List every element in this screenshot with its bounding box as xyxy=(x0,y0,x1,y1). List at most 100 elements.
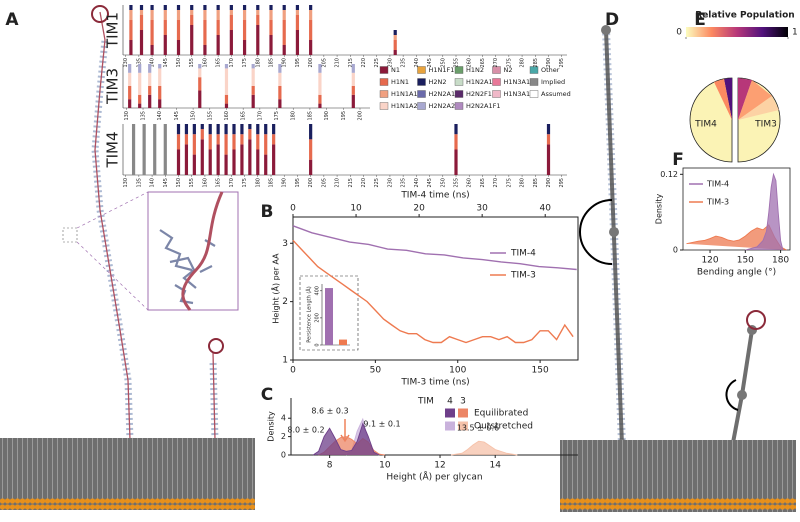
bar-segment xyxy=(128,86,132,100)
line-series xyxy=(292,239,574,344)
legend-title: TIM xyxy=(417,397,434,407)
bar-segment xyxy=(256,149,260,175)
bar-segment xyxy=(242,20,247,40)
bar-segment xyxy=(256,124,260,135)
legend-swatch xyxy=(379,102,389,110)
legend-swatch xyxy=(529,66,539,74)
x-tick-label: 130 xyxy=(123,178,129,188)
legend-label: Equilibrated xyxy=(474,409,528,419)
population-wedge xyxy=(738,80,772,120)
bar-segment xyxy=(546,144,551,175)
legend-swatch xyxy=(458,408,468,418)
bar-segment xyxy=(131,124,136,175)
bar-segment xyxy=(203,10,207,20)
bar-segment xyxy=(203,45,207,55)
x-tick-label: 235 xyxy=(401,178,407,188)
bar-segment xyxy=(224,134,228,155)
x-tick-label: 195 xyxy=(295,178,301,188)
population-wedge xyxy=(738,96,779,120)
panel-label: F xyxy=(672,150,684,170)
bar-segment xyxy=(393,40,397,50)
x-tick-label: 150 xyxy=(191,111,197,121)
bar-segment xyxy=(190,25,194,55)
bar-segment xyxy=(351,94,355,108)
protein-chain xyxy=(212,351,216,441)
panel-label: A xyxy=(5,10,19,30)
bar-segment xyxy=(198,90,202,108)
legend-label: H2N2A2 xyxy=(429,102,456,110)
x-tick-label: 250 xyxy=(440,58,446,68)
bar-segment xyxy=(129,20,133,40)
bar-segment xyxy=(163,35,167,55)
bar-segment xyxy=(128,72,132,86)
bar-segment xyxy=(318,103,322,108)
bar-segment xyxy=(128,64,132,73)
bar-segment xyxy=(256,10,260,15)
x-tick-label: 195 xyxy=(341,111,347,121)
bar-segment xyxy=(454,134,458,150)
panel-label: E xyxy=(694,10,706,30)
y-tick-label: 400 xyxy=(315,286,321,296)
bar xyxy=(325,288,333,345)
bar-segment xyxy=(129,5,133,10)
y-tick-label: 0 xyxy=(315,343,321,346)
membrane xyxy=(0,438,255,510)
x-tick-label: 145 xyxy=(163,58,169,68)
x-tick-label: 280 xyxy=(520,58,526,68)
legend-swatch xyxy=(492,66,501,74)
protein-domain xyxy=(746,310,766,330)
population-wedge xyxy=(714,79,732,120)
x2-tick-label: 30 xyxy=(476,204,488,214)
bar-segment xyxy=(269,10,273,20)
x-tick-label: 245 xyxy=(427,58,433,68)
bar-segment xyxy=(142,124,146,175)
x-tick-label: 180 xyxy=(772,256,789,266)
bar-segment xyxy=(200,139,204,175)
bar-segment xyxy=(139,30,144,55)
x-tick-label: 135 xyxy=(136,178,142,188)
x-tick-label: 215 xyxy=(348,58,354,68)
bar-segment xyxy=(309,5,313,10)
y-tick-label: 4 xyxy=(281,414,286,423)
legend-swatch xyxy=(492,78,501,86)
density-area xyxy=(312,422,380,456)
bar-segment xyxy=(269,35,273,55)
x-tick-label: 270 xyxy=(493,58,499,68)
x-tick-label: 165 xyxy=(241,111,247,121)
x-tick-label: 235 xyxy=(401,58,407,68)
legend-label: TIM-4 xyxy=(510,249,536,259)
bar-segment xyxy=(216,20,220,35)
x-tick-label: 170 xyxy=(229,58,235,68)
shape-label: TIM4 xyxy=(694,120,717,130)
bar-segment xyxy=(295,15,300,30)
x-tick-label: 250 xyxy=(440,178,446,188)
x-tick-label: 100 xyxy=(449,366,466,376)
bar-segment xyxy=(256,5,260,10)
track-label: TIM1 xyxy=(104,12,122,49)
x-tick-label: 200 xyxy=(308,178,314,188)
bead xyxy=(601,25,611,35)
x-tick-label: 200 xyxy=(308,58,314,68)
legend-label: Assumed xyxy=(541,90,571,98)
bar-segment xyxy=(184,124,189,135)
bar-segment xyxy=(176,10,181,20)
x-tick-label: 270 xyxy=(493,178,499,188)
bar-segment xyxy=(351,72,355,86)
bar-segment xyxy=(295,5,300,10)
bar-segment xyxy=(216,144,220,175)
bar-segment xyxy=(393,30,397,35)
bar-segment xyxy=(295,30,300,55)
x-tick-label: 285 xyxy=(533,58,539,68)
x2-tick-label: 10 xyxy=(350,204,362,214)
rod xyxy=(604,29,624,446)
x-axis-label: Bending angle (°) xyxy=(697,268,776,278)
bar-segment xyxy=(216,35,220,55)
bar-segment xyxy=(153,124,157,175)
bar-segment xyxy=(148,72,152,86)
legend-label: H2N2F1 xyxy=(466,90,492,98)
legend-swatch xyxy=(417,78,426,86)
bar-segment xyxy=(158,68,162,86)
x-tick-label: 160 xyxy=(224,111,230,121)
bar-segment xyxy=(192,134,196,155)
x-tick-label: 180 xyxy=(255,58,261,68)
